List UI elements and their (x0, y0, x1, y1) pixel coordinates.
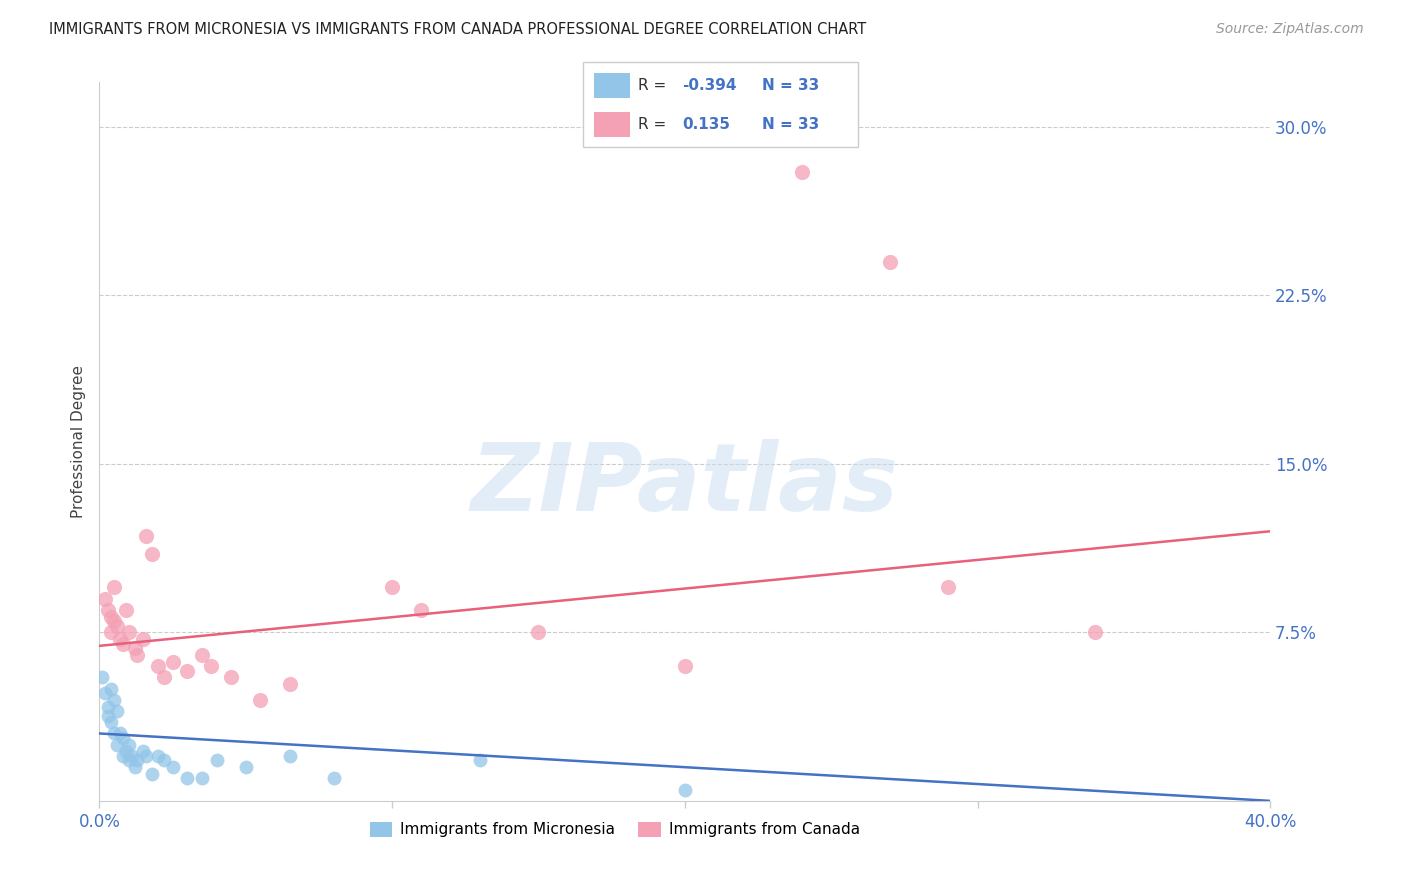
Point (468, 754, 491, 768)
Point (114, 603, 136, 617)
Point (118, 738, 141, 752)
Point (205, 754, 228, 768)
Text: -0.394: -0.394 (682, 78, 737, 93)
Point (97, 708, 120, 723)
Point (105, 704, 128, 718)
Point (103, 692, 125, 706)
Point (153, 670, 176, 684)
Point (127, 754, 149, 768)
Text: Source: ZipAtlas.com: Source: ZipAtlas.com (1216, 22, 1364, 37)
Point (1084, 625, 1107, 640)
Legend: Immigrants from Micronesia, Immigrants from Canada: Immigrants from Micronesia, Immigrants f… (363, 816, 866, 844)
Point (97, 699, 120, 714)
Point (191, 772, 214, 786)
Point (162, 760, 184, 774)
Point (124, 760, 146, 774)
Point (121, 748, 143, 763)
Point (132, 744, 155, 758)
Point (118, 625, 141, 640)
Point (100, 681, 122, 696)
Point (114, 744, 136, 758)
Point (135, 748, 157, 763)
Point (249, 692, 271, 706)
FancyBboxPatch shape (595, 72, 630, 98)
Point (124, 641, 146, 656)
Text: 0.135: 0.135 (682, 117, 730, 132)
Point (105, 738, 128, 752)
Point (936, 581, 959, 595)
Text: N = 33: N = 33 (762, 117, 818, 132)
Point (191, 648, 214, 662)
Point (132, 632, 155, 646)
Point (111, 637, 134, 651)
Point (100, 609, 122, 624)
Point (219, 670, 242, 684)
Point (103, 581, 125, 595)
Point (381, 581, 404, 595)
Point (105, 618, 128, 632)
Point (146, 659, 169, 673)
Point (127, 648, 149, 662)
Point (97, 603, 120, 617)
Point (100, 715, 122, 730)
Point (103, 614, 125, 628)
Point (94, 591, 117, 606)
Point (146, 748, 169, 763)
Point (322, 772, 344, 786)
Text: R =: R = (638, 117, 676, 132)
Point (527, 625, 550, 640)
Point (278, 677, 301, 691)
Point (111, 731, 134, 745)
Point (673, 782, 696, 797)
Point (108, 632, 131, 646)
Point (141, 547, 163, 561)
Point (108, 726, 131, 740)
Text: ZIPatlas: ZIPatlas (471, 439, 898, 531)
Point (278, 748, 301, 763)
Point (879, 254, 901, 268)
Text: R =: R = (638, 78, 672, 93)
Point (153, 754, 176, 768)
Point (411, 603, 433, 617)
Point (135, 529, 157, 543)
Point (176, 772, 198, 786)
Point (141, 767, 163, 781)
Text: N = 33: N = 33 (762, 78, 818, 93)
Point (111, 748, 134, 763)
Point (235, 760, 257, 774)
Point (673, 659, 696, 673)
Point (790, 165, 813, 179)
Point (200, 659, 222, 673)
Point (162, 655, 184, 669)
Point (103, 726, 125, 740)
Point (94, 686, 117, 700)
FancyBboxPatch shape (583, 62, 858, 147)
Point (118, 754, 141, 768)
FancyBboxPatch shape (595, 112, 630, 137)
Y-axis label: Professional Degree: Professional Degree (72, 365, 86, 518)
Point (100, 625, 122, 640)
Point (176, 664, 198, 678)
Text: IMMIGRANTS FROM MICRONESIA VS IMMIGRANTS FROM CANADA PROFESSIONAL DEGREE CORRELA: IMMIGRANTS FROM MICRONESIA VS IMMIGRANTS… (49, 22, 866, 37)
Point (91, 670, 114, 684)
